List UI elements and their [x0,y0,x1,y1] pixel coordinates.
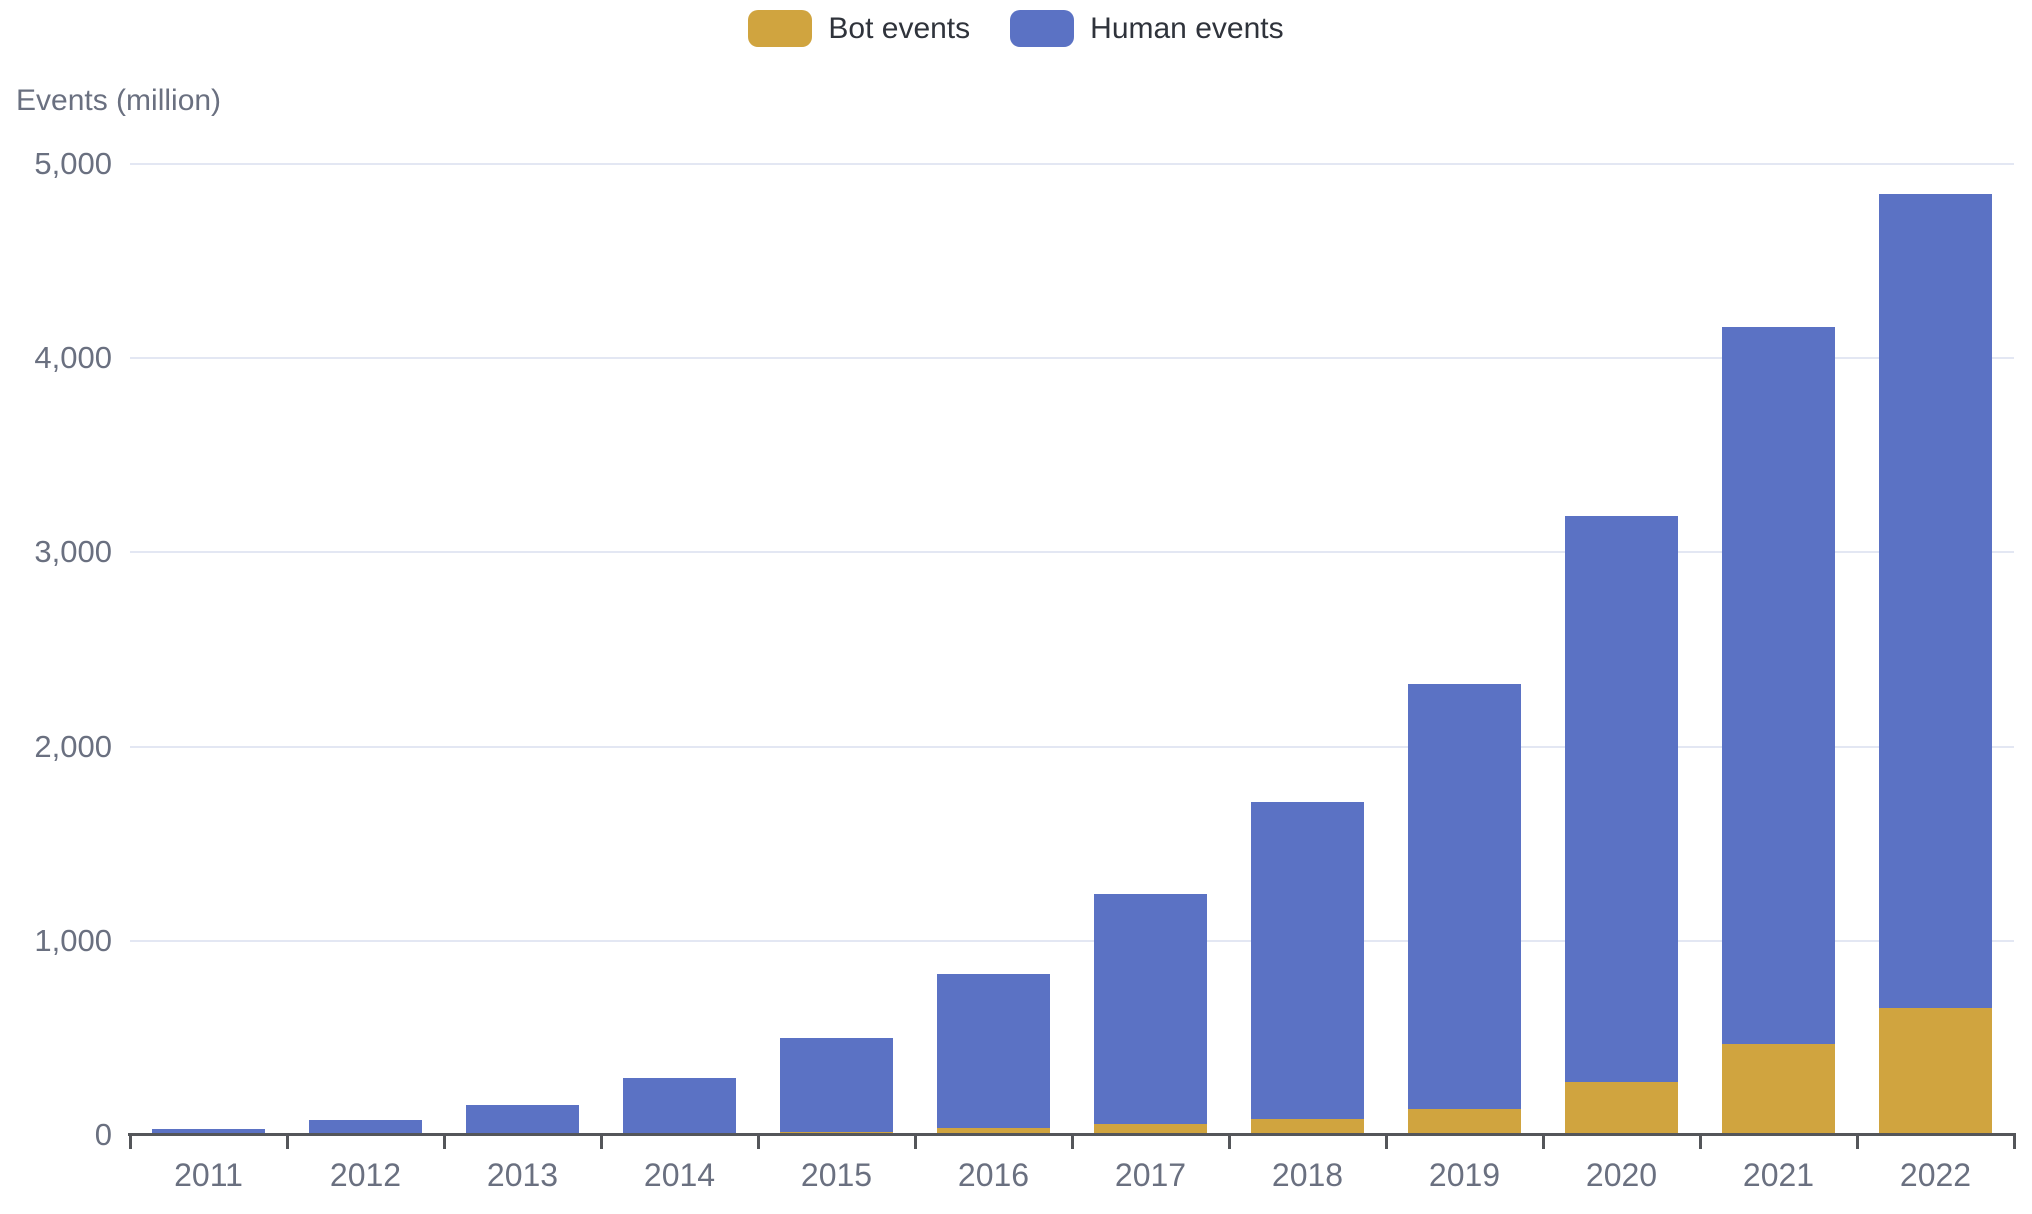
x-axis-label-2020: 2020 [1585,1157,1658,1193]
gridline-2000 [130,745,2014,748]
y-axis-tick-label: 2,000 [34,728,112,764]
x-axis-tick [756,1135,760,1149]
y-axis-tick-label: 5,000 [34,146,112,181]
legend-label: Bot events [828,11,971,45]
x-axis-label-2022: 2022 [1899,1157,1972,1193]
bar-segment-human-2011 [152,1128,265,1134]
x-axis-label-2016: 2016 [957,1157,1030,1193]
bar-segment-human-2022 [1879,194,1992,1009]
bar-2022 [1879,194,1992,1134]
gridline-1000 [130,939,2014,942]
bar-segment-bot-2020 [1565,1082,1678,1134]
x-axis-label-2018: 2018 [1271,1157,1344,1193]
bar-2013 [466,1104,579,1134]
y-axis-tick-label: 1,000 [34,922,112,958]
bar-2019 [1408,684,1521,1134]
bar-segment-bot-2019 [1408,1108,1521,1134]
bar-2015 [780,1037,893,1134]
bar-segment-human-2018 [1251,802,1364,1120]
y-axis-tick-label: 4,000 [34,340,112,376]
bar-segment-bot-2017 [1094,1123,1207,1134]
x-axis-tick [285,1135,289,1149]
legend-swatch-icon [748,10,813,47]
bar-2017 [1094,893,1207,1134]
bar-segment-human-2019 [1408,684,1521,1109]
x-axis-label-2014: 2014 [643,1157,716,1193]
x-axis-label-2013: 2013 [486,1157,559,1193]
bar-segment-bot-2016 [937,1127,1050,1134]
bar-segment-human-2012 [309,1120,422,1134]
gridline-5000 [130,163,2014,165]
x-axis-tick [1070,1135,1074,1149]
bar-segment-human-2020 [1565,516,1678,1083]
legend: Bot events Human events [0,10,2032,47]
x-axis-tick [2012,1135,2016,1149]
bar-2021 [1722,327,1835,1134]
x-axis-tick [913,1135,917,1149]
x-axis-tick [599,1135,603,1149]
legend-item-bot-events[interactable]: Bot events [748,10,970,47]
gridline-4000 [130,357,2014,360]
bar-segment-human-2017 [1094,893,1207,1124]
x-axis-tick [1855,1135,1859,1149]
x-axis-label-2012: 2012 [329,1157,402,1193]
legend-label: Human events [1090,11,1284,45]
bar-segment-bot-2015 [780,1131,893,1134]
gridline-3000 [130,551,2014,554]
x-axis-label-2021: 2021 [1742,1157,1815,1193]
x-axis-label-2019: 2019 [1428,1157,1501,1193]
x-axis-tick [1541,1135,1545,1149]
x-axis-label-2015: 2015 [800,1157,873,1193]
bar-2020 [1565,516,1678,1134]
bar-segment-bot-2018 [1251,1119,1364,1134]
x-axis-tick [1698,1135,1702,1149]
x-axis-label-2011: 2011 [174,1157,243,1193]
bar-segment-bot-2022 [1879,1008,1992,1134]
bar-segment-human-2016 [937,974,1050,1128]
x-axis-label-2017: 2017 [1114,1157,1187,1193]
plot-area: 2011 2012 2013 2014 2015 2016 2017 2018 2019 2020… [128,163,2016,1193]
x-axis-line [128,1133,2016,1136]
bar-segment-human-2015 [780,1037,893,1132]
bar-2016 [937,974,1050,1134]
legend-swatch-icon [1010,10,1075,47]
bar-2014 [623,1078,736,1134]
bar-segment-human-2013 [466,1104,579,1134]
x-axis-tick [128,1135,132,1149]
bar-2018 [1251,802,1364,1134]
x-axis-tick [442,1135,446,1149]
y-axis-tick-label: 3,000 [34,534,112,570]
y-axis-tick-label: 0 [94,1117,112,1152]
bar-2012 [309,1120,422,1134]
bar-segment-bot-2021 [1722,1043,1835,1134]
bar-segment-human-2014 [623,1078,736,1133]
x-axis-tick [1384,1135,1388,1149]
legend-item-human-events[interactable]: Human events [1010,10,1284,47]
y-axis-title: Events (million) [16,84,222,117]
bar-segment-human-2021 [1722,327,1835,1044]
x-axis-tick [1227,1135,1231,1149]
